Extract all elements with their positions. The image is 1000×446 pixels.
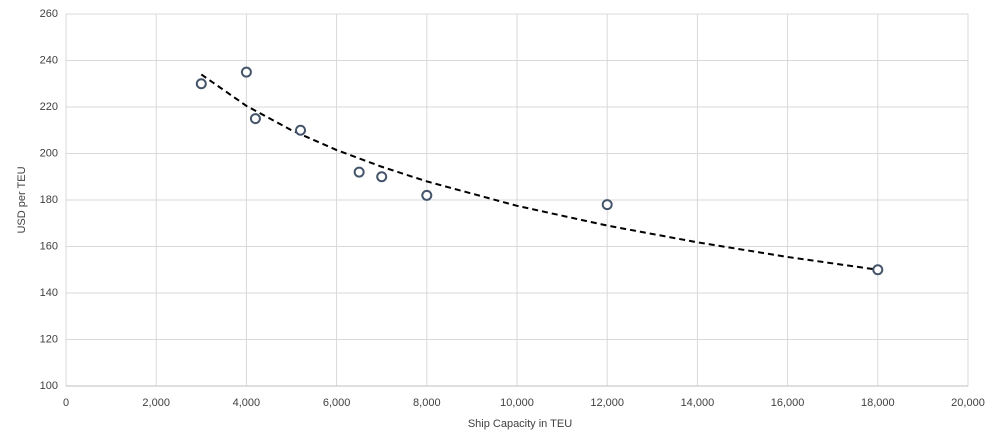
y-axis-label: USD per TEU: [16, 166, 28, 233]
x-tick-label: 0: [63, 397, 69, 409]
y-tick-label: 260: [40, 8, 58, 20]
y-tick-label: 120: [40, 333, 58, 345]
x-tick-label: 8,000: [413, 397, 441, 409]
x-tick-label: 20,000: [951, 397, 985, 409]
x-tick-label: 10,000: [500, 397, 534, 409]
point: [376, 171, 388, 183]
y-tick-label: 160: [40, 240, 58, 252]
point: [249, 113, 261, 125]
point: [240, 66, 252, 78]
x-tick-label: 4,000: [233, 397, 261, 409]
x-tick-label: 14,000: [681, 397, 715, 409]
x-tick-label: 12,000: [590, 397, 624, 409]
y-tick-label: 240: [40, 54, 58, 66]
x-tick-label: 16,000: [771, 397, 805, 409]
point: [195, 78, 207, 90]
point: [421, 189, 433, 201]
y-tick-label: 220: [40, 101, 58, 113]
trendline: [200, 73, 878, 271]
y-tick-label: 100: [40, 380, 58, 392]
y-tick-label: 200: [40, 147, 58, 159]
point: [353, 166, 365, 178]
point: [295, 124, 307, 136]
y-tick-label: 140: [40, 287, 58, 299]
x-tick-label: 6,000: [323, 397, 351, 409]
point: [872, 264, 884, 276]
y-tick-label: 180: [40, 194, 58, 206]
x-axis-label: Ship Capacity in TEU: [468, 418, 572, 430]
x-tick-label: 2,000: [142, 397, 170, 409]
point: [601, 199, 613, 211]
x-tick-label: 18,000: [861, 397, 895, 409]
